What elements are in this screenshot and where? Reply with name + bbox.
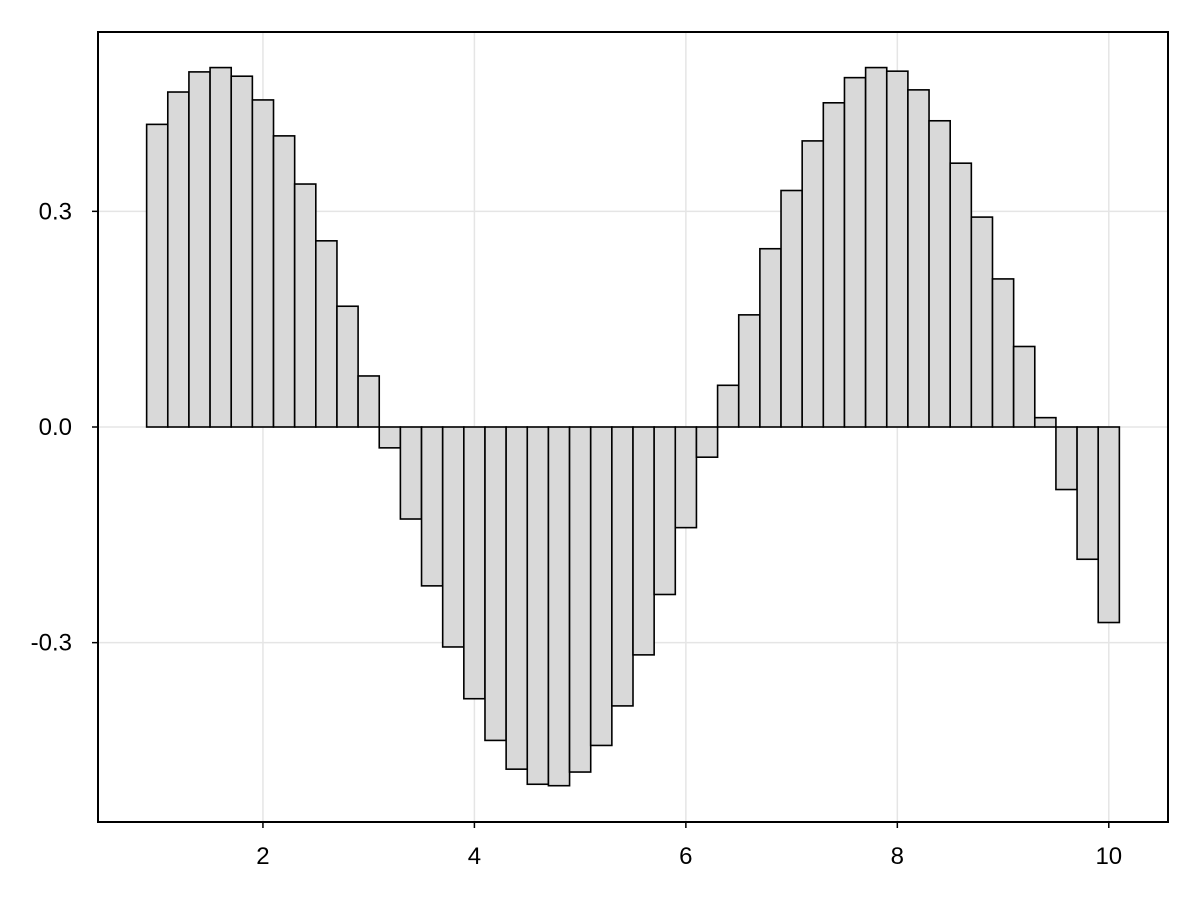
bar	[864, 66, 888, 428]
bar	[568, 426, 592, 773]
y-axis-ticks: -0.3 0.0 0.3	[31, 198, 98, 657]
bar	[780, 189, 803, 428]
y-tick-label: -0.3	[31, 630, 72, 657]
bar	[716, 384, 740, 428]
bar	[611, 426, 634, 707]
bar	[970, 216, 994, 428]
bar	[885, 70, 909, 428]
bar	[251, 99, 275, 428]
bar	[1055, 426, 1078, 491]
bar	[1076, 426, 1100, 561]
x-tick-label: 6	[679, 843, 692, 870]
bar	[209, 66, 233, 428]
bar	[357, 375, 381, 428]
bar	[949, 162, 973, 428]
bar	[1097, 426, 1121, 624]
x-tick-label: 2	[256, 843, 269, 870]
bar	[1012, 345, 1036, 428]
x-tick-label: 10	[1095, 843, 1122, 870]
bar	[145, 123, 169, 428]
bar	[589, 426, 613, 747]
y-tick-label: 0.3	[39, 198, 72, 225]
bar	[399, 426, 423, 520]
bar	[843, 76, 867, 428]
bar	[1033, 416, 1057, 428]
bar	[463, 426, 486, 700]
bar	[526, 426, 550, 786]
bar	[737, 314, 761, 428]
bar	[188, 71, 211, 428]
bar	[505, 426, 529, 770]
bar	[674, 426, 698, 529]
bar	[991, 278, 1015, 428]
bar	[378, 426, 402, 449]
bar	[272, 135, 296, 428]
y-tick-label: 0.0	[39, 414, 72, 441]
x-tick-label: 4	[468, 843, 481, 870]
bar	[420, 426, 444, 587]
bar	[547, 426, 571, 787]
bar	[695, 426, 719, 458]
bar	[166, 91, 190, 428]
bar	[441, 426, 465, 648]
bar	[315, 240, 338, 428]
bar	[653, 426, 677, 596]
x-tick-label: 8	[891, 843, 904, 870]
bar	[801, 140, 825, 428]
bar	[632, 426, 655, 656]
x-axis-ticks: 2 4 6 8 10	[256, 822, 1122, 870]
bar	[230, 75, 254, 428]
bar	[759, 247, 782, 428]
bar	[822, 102, 846, 428]
bar	[928, 119, 951, 428]
bar	[907, 89, 930, 428]
bar	[293, 183, 317, 428]
bars-group	[145, 66, 1121, 787]
bar	[336, 305, 359, 428]
bar	[484, 426, 507, 742]
